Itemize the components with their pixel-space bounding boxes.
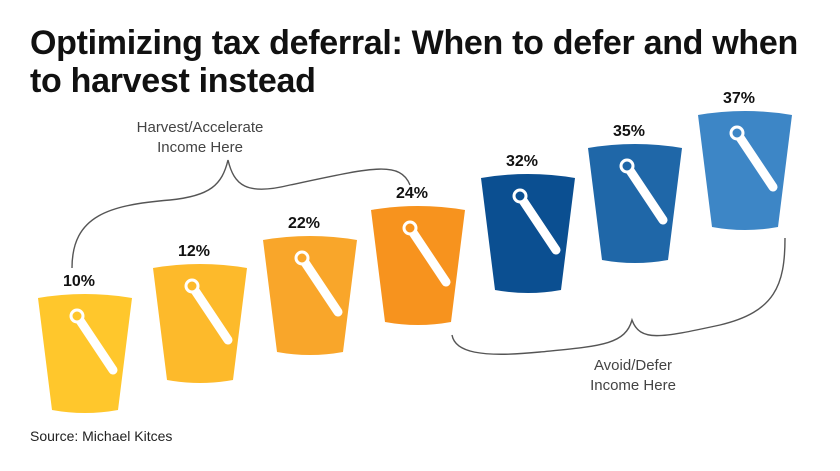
page-title: Optimizing tax deferral: When to defer a… <box>30 24 798 100</box>
bucket: 22% <box>263 215 357 355</box>
bucket-body <box>481 174 575 293</box>
bucket-body <box>698 111 792 230</box>
bucket-handle <box>297 253 343 317</box>
avoid-annotation-line1: Avoid/Defer <box>593 357 673 374</box>
bucket-body <box>588 144 682 263</box>
avoid-annotation: Avoid/Defer Income Here <box>548 356 718 396</box>
bucket-body <box>38 294 132 413</box>
bucket-rate-label: 22% <box>288 215 320 232</box>
bucket-body <box>371 206 465 325</box>
bucket-rate-label: 24% <box>396 185 428 202</box>
bucket-rate-label: 37% <box>723 90 755 107</box>
bucket-handle <box>405 223 451 287</box>
bucket-handle-pivot <box>512 188 528 204</box>
bucket-handle-pivot <box>619 158 635 174</box>
bucket-handle <box>187 281 233 345</box>
bucket-rate-label: 32% <box>506 153 538 170</box>
bucket-body <box>153 264 247 383</box>
bucket-rate-label: 12% <box>178 243 210 260</box>
bucket-handle <box>72 311 118 375</box>
harvest-annotation-line1: Harvest/Accelerate <box>136 119 264 136</box>
bucket: 12% <box>153 243 247 383</box>
bucket-handle-pivot <box>184 278 200 294</box>
bucket-handle-pivot <box>69 308 85 324</box>
bucket-rate-label: 35% <box>613 123 645 140</box>
avoid-annotation-line2: Income Here <box>590 377 676 394</box>
bucket: 32% <box>481 153 575 293</box>
bucket-handle-pivot <box>402 220 418 236</box>
harvest-annotation: Harvest/Accelerate Income Here <box>100 118 300 158</box>
avoid-brace <box>451 237 786 355</box>
bucket: 10% <box>38 273 132 413</box>
bucket-body <box>263 236 357 355</box>
source-note: Source: Michael Kitces <box>30 428 173 444</box>
bucket-handle-pivot <box>294 250 310 266</box>
bucket-handle <box>732 128 778 192</box>
bucket: 35% <box>588 123 682 263</box>
harvest-brace <box>71 159 411 269</box>
bucket-rate-label: 10% <box>63 273 95 290</box>
buckets-group: 10% 12% 22% 24% 32% 35% 37% <box>38 90 792 413</box>
bucket: 24% <box>371 185 465 325</box>
bucket-handle <box>515 191 561 255</box>
bucket-handle-pivot <box>729 125 745 141</box>
harvest-annotation-line2: Income Here <box>157 139 243 156</box>
bucket: 37% <box>698 90 792 230</box>
bucket-handle <box>622 161 668 225</box>
